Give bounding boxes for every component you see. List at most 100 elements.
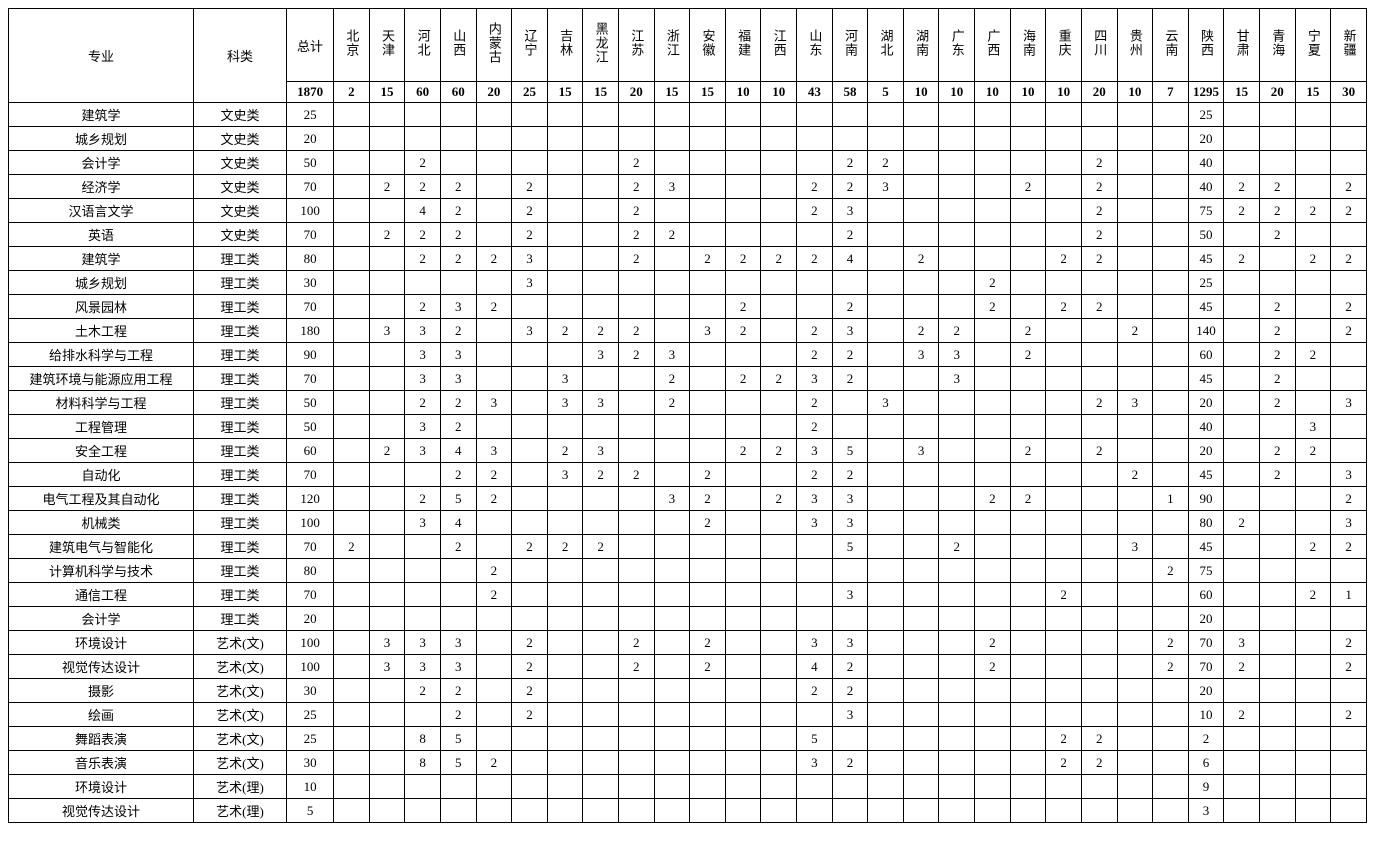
cell-value: 2 xyxy=(690,463,726,487)
cell-value xyxy=(369,367,405,391)
cell-value xyxy=(832,727,868,751)
cell-value xyxy=(1153,703,1189,727)
cell-value xyxy=(654,631,690,655)
cell-value xyxy=(761,199,797,223)
header-province: 北京 xyxy=(334,9,370,82)
cell-value xyxy=(618,391,654,415)
cell-value xyxy=(1153,271,1189,295)
cell-value xyxy=(1046,151,1082,175)
cell-value xyxy=(476,271,512,295)
cell-value xyxy=(868,703,904,727)
cell-value: 40 xyxy=(1188,151,1224,175)
cell-value xyxy=(903,727,939,751)
cell-value xyxy=(868,223,904,247)
cell-value xyxy=(583,247,619,271)
cell-value xyxy=(1010,535,1046,559)
cell-major: 土木工程 xyxy=(9,319,194,343)
cell-value: 3 xyxy=(797,631,833,655)
cell-value xyxy=(1153,535,1189,559)
cell-value xyxy=(868,367,904,391)
cell-value xyxy=(1010,391,1046,415)
header-province: 浙江 xyxy=(654,9,690,82)
cell-value: 2 xyxy=(725,247,761,271)
cell-value: 5 xyxy=(797,727,833,751)
cell-value xyxy=(512,487,548,511)
cell-value xyxy=(797,583,833,607)
province-label: 山西 xyxy=(451,11,465,75)
cell-value xyxy=(1331,343,1367,367)
cell-value xyxy=(547,199,583,223)
province-label: 广西 xyxy=(985,11,999,75)
cell-category: 理工类 xyxy=(193,487,286,511)
cell-category: 艺术(文) xyxy=(193,679,286,703)
cell-value: 2 xyxy=(725,295,761,319)
cell-value xyxy=(1153,751,1189,775)
cell-value: 3 xyxy=(512,247,548,271)
cell-value xyxy=(547,559,583,583)
cell-value xyxy=(1331,223,1367,247)
cell-value xyxy=(334,127,370,151)
cell-total: 5 xyxy=(287,799,334,823)
cell-value xyxy=(690,127,726,151)
cell-value xyxy=(583,799,619,823)
cell-value xyxy=(725,751,761,775)
cell-major: 视觉传达设计 xyxy=(9,799,194,823)
cell-value: 3 xyxy=(512,271,548,295)
cell-value xyxy=(1259,487,1295,511)
cell-value xyxy=(1081,535,1117,559)
cell-value xyxy=(583,655,619,679)
cell-value xyxy=(868,679,904,703)
cell-value: 2 xyxy=(975,487,1011,511)
cell-value: 2 xyxy=(797,175,833,199)
cell-value xyxy=(1117,751,1153,775)
cell-value xyxy=(975,703,1011,727)
cell-value xyxy=(690,367,726,391)
table-row: 建筑学文史类2525 xyxy=(9,103,1367,127)
cell-value xyxy=(334,679,370,703)
cell-value: 2 xyxy=(654,367,690,391)
cell-value xyxy=(1259,151,1295,175)
cell-major: 汉语言文学 xyxy=(9,199,194,223)
cell-total: 50 xyxy=(287,415,334,439)
cell-value xyxy=(903,463,939,487)
cell-value xyxy=(654,535,690,559)
cell-value: 2 xyxy=(797,343,833,367)
cell-value xyxy=(618,727,654,751)
cell-value: 2 xyxy=(725,439,761,463)
cell-value: 2 xyxy=(690,511,726,535)
cell-value: 2 xyxy=(476,559,512,583)
cell-value xyxy=(690,799,726,823)
cell-value xyxy=(476,151,512,175)
cell-value xyxy=(725,127,761,151)
province-total: 60 xyxy=(405,82,441,103)
cell-category: 理工类 xyxy=(193,463,286,487)
cell-value xyxy=(1153,799,1189,823)
table-row: 音乐表演艺术(文)3085232226 xyxy=(9,751,1367,775)
cell-value: 2 xyxy=(1081,295,1117,319)
cell-value xyxy=(868,727,904,751)
cell-value: 2 xyxy=(1081,439,1117,463)
cell-value: 2 xyxy=(1081,247,1117,271)
cell-value xyxy=(1117,679,1153,703)
cell-total: 10 xyxy=(287,775,334,799)
cell-value xyxy=(1153,775,1189,799)
cell-value: 2 xyxy=(583,463,619,487)
cell-total: 25 xyxy=(287,727,334,751)
cell-value: 2 xyxy=(1295,199,1331,223)
cell-value: 2 xyxy=(725,319,761,343)
cell-value: 2 xyxy=(1259,463,1295,487)
cell-value xyxy=(1046,607,1082,631)
cell-value xyxy=(654,151,690,175)
cell-value xyxy=(583,511,619,535)
cell-value: 2 xyxy=(440,535,476,559)
cell-value xyxy=(476,223,512,247)
cell-value: 75 xyxy=(1188,559,1224,583)
cell-value xyxy=(476,799,512,823)
cell-value xyxy=(690,751,726,775)
cell-value xyxy=(975,535,1011,559)
cell-value xyxy=(1331,271,1367,295)
cell-value xyxy=(939,559,975,583)
cell-value: 2 xyxy=(440,319,476,343)
cell-value xyxy=(868,583,904,607)
cell-value: 2 xyxy=(832,175,868,199)
